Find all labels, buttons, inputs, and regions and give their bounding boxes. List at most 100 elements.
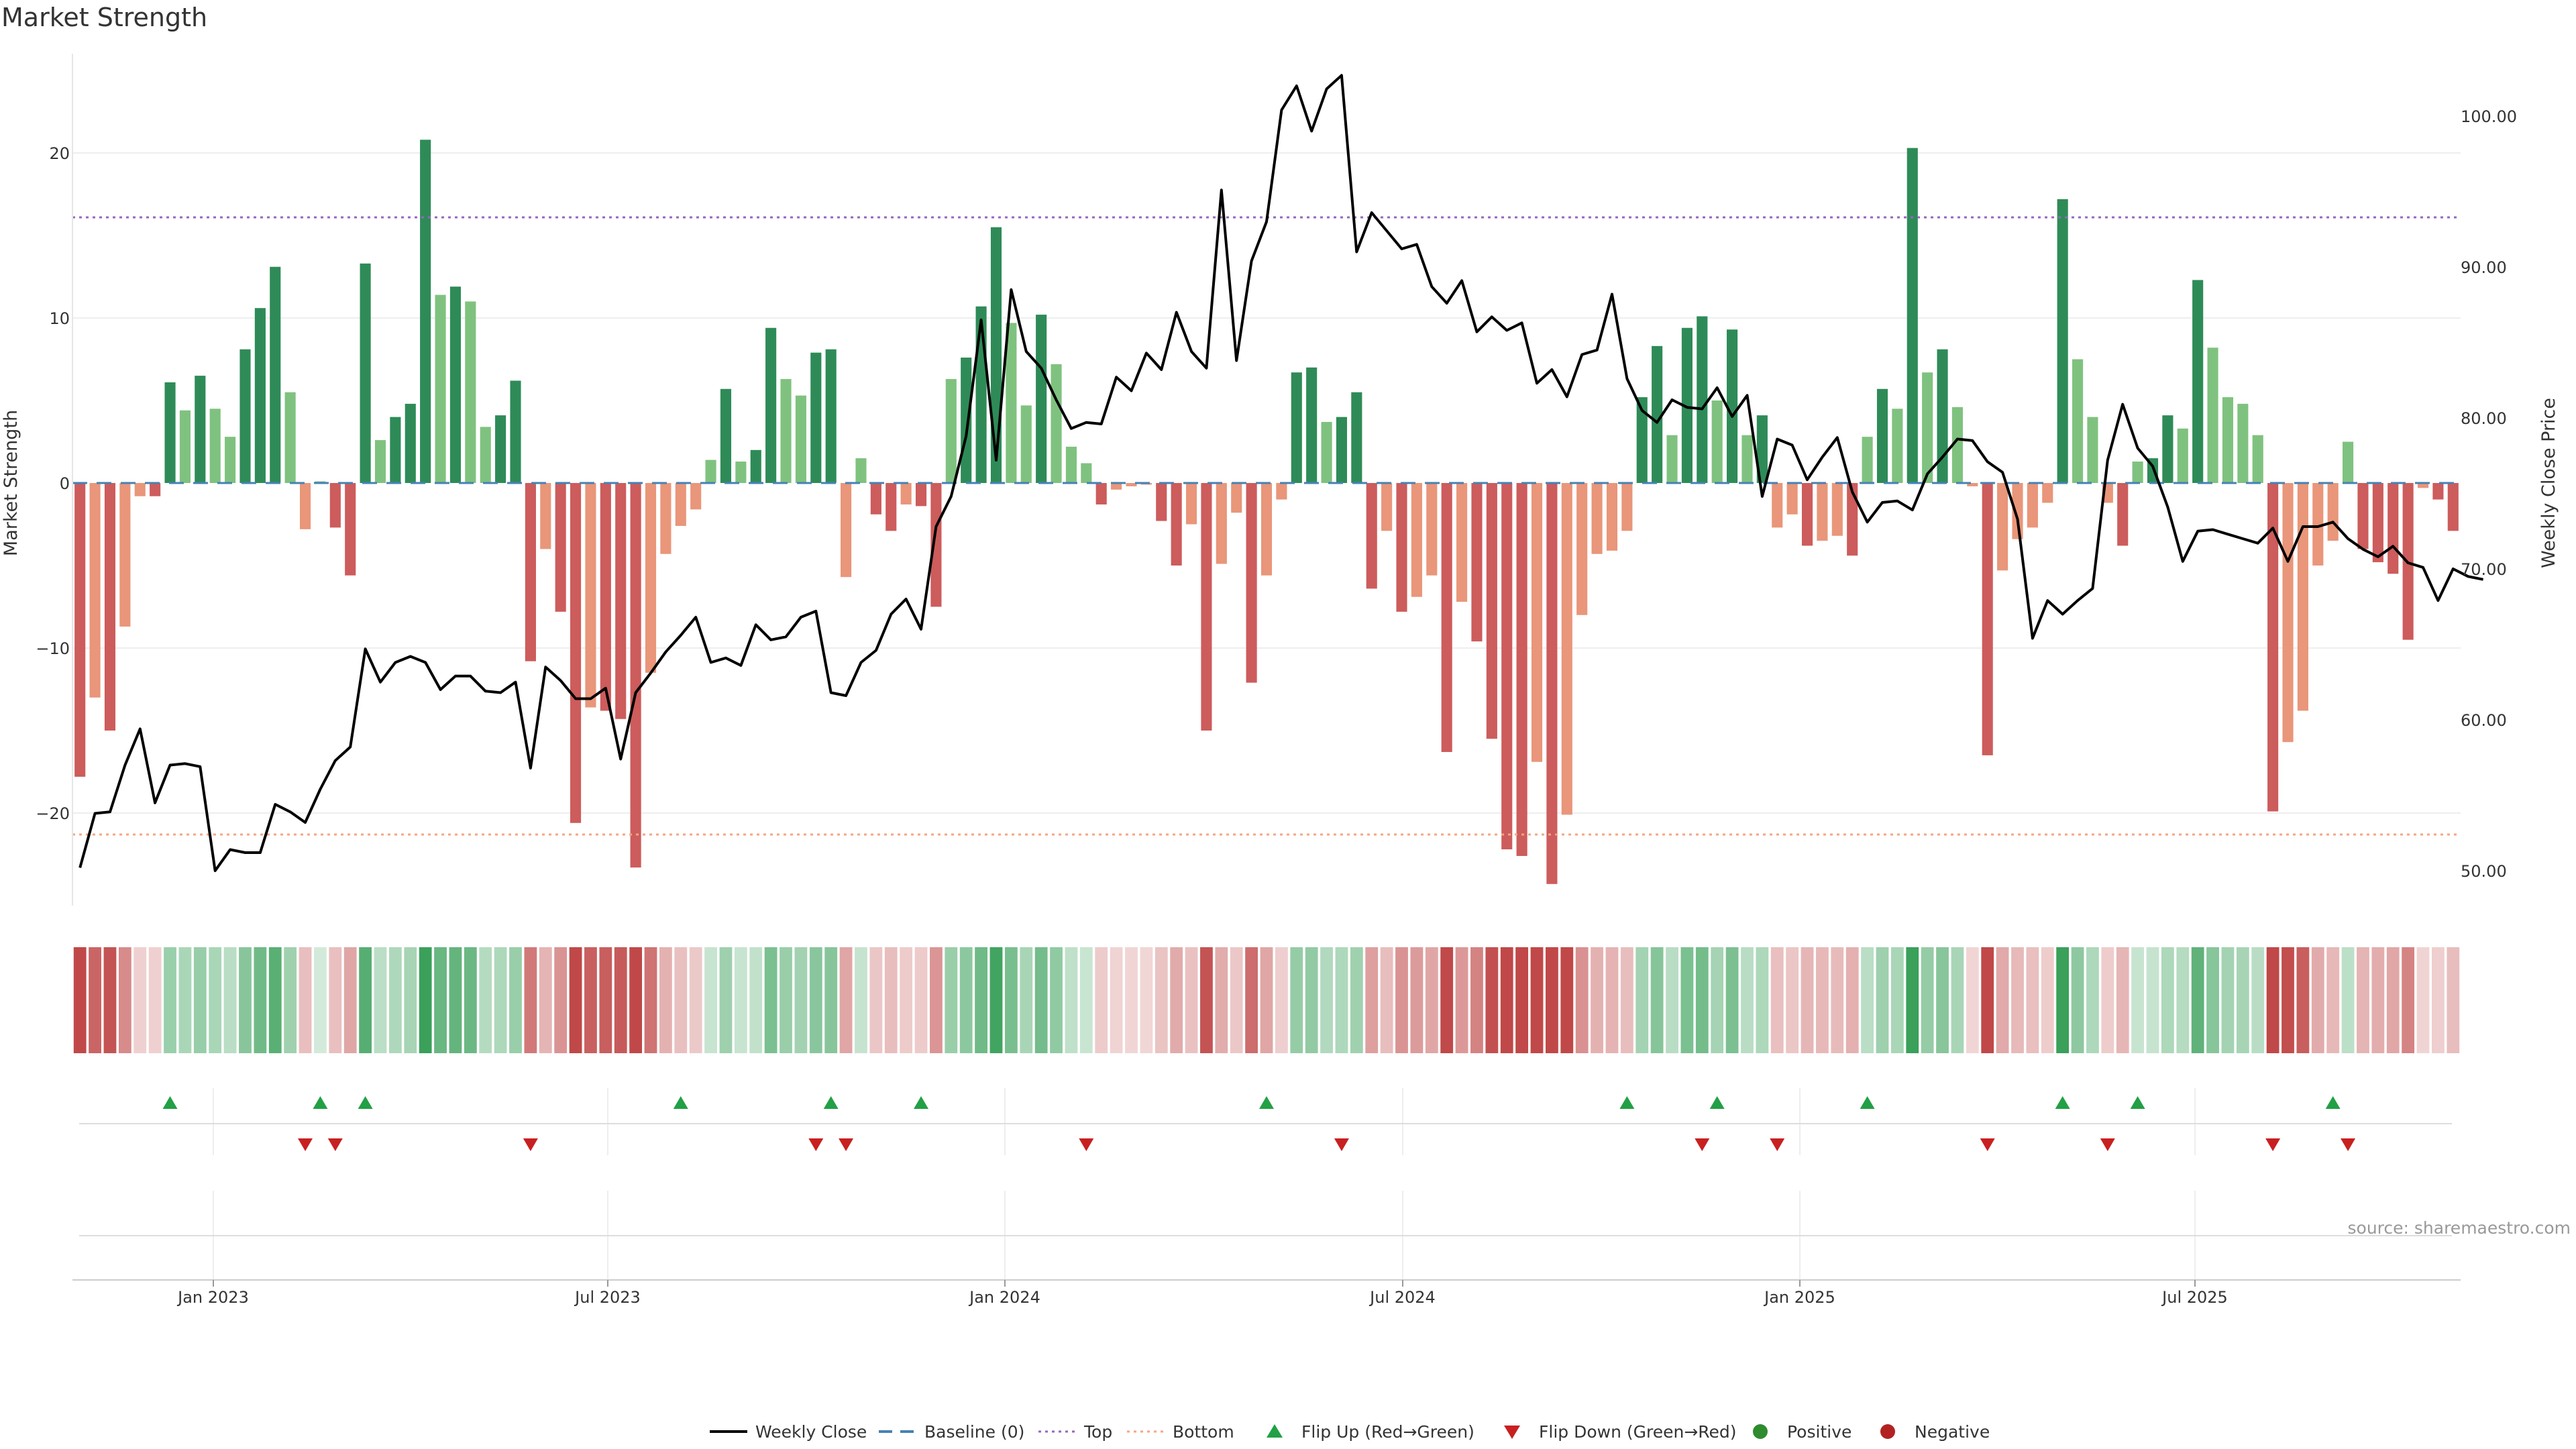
heat-cell: [1861, 947, 1874, 1053]
strength-bar: [150, 483, 161, 496]
heat-cell: [133, 947, 147, 1053]
strength-bar: [164, 382, 176, 483]
heat-cell: [1140, 947, 1153, 1053]
heat-cell: [1500, 947, 1513, 1053]
flip-up-marker: [1860, 1096, 1875, 1109]
strength-bar: [284, 392, 296, 483]
heat-cell: [374, 947, 387, 1053]
strength-bar: [1876, 388, 1888, 483]
flip-up-marker: [914, 1096, 929, 1109]
strength-bar: [930, 483, 942, 607]
strength-bar: [1681, 327, 1693, 483]
flip-up-marker: [2130, 1096, 2145, 1109]
source-note: source: sharemaestro.com: [2347, 1218, 2571, 1238]
heat-cell: [1065, 947, 1078, 1053]
strength-bar: [1756, 415, 1768, 483]
heat-cell: [794, 947, 808, 1053]
heat-cell: [1215, 947, 1228, 1053]
strength-bar: [1982, 483, 1993, 755]
strength-bar: [1111, 483, 1122, 490]
flip-up-marker: [1259, 1096, 1274, 1109]
heat-cell: [704, 947, 717, 1053]
strength-bar: [630, 483, 641, 868]
heat-cell: [1605, 947, 1619, 1053]
heat-cell: [1320, 947, 1333, 1053]
strength-bar: [1291, 372, 1302, 483]
strength-bar: [345, 483, 356, 576]
heat-cell: [839, 947, 853, 1053]
heat-cell: [1485, 947, 1499, 1053]
strength-bar: [1306, 367, 1318, 483]
y-right-tick-label: 100.00: [2461, 107, 2517, 126]
heat-cell: [584, 947, 597, 1053]
heat-cell: [388, 947, 402, 1053]
y-left-tick-label: 10: [49, 309, 70, 328]
heat-cell: [2357, 947, 2369, 1053]
strength-bar: [1426, 483, 1438, 576]
heat-cell: [1801, 947, 1814, 1053]
heat-cell: [479, 947, 492, 1053]
strength-bar: [705, 460, 716, 483]
heat-cell: [434, 947, 447, 1053]
heat-cell: [103, 947, 117, 1053]
flip-down-marker: [1980, 1138, 1995, 1151]
heat-cell: [1050, 947, 1063, 1053]
strength-heat-strip: [73, 947, 2460, 1053]
heat-cell: [1996, 947, 2009, 1053]
heat-cell: [89, 947, 101, 1053]
flip-down-marker: [1079, 1138, 1094, 1151]
strength-bar: [405, 403, 416, 483]
strength-bar: [2343, 441, 2354, 483]
heat-cell: [1906, 947, 1919, 1053]
heat-cell: [1395, 947, 1408, 1053]
legend-label: Negative: [1915, 1422, 1990, 1442]
flip-up-marker: [313, 1096, 328, 1109]
flip-down-marker: [298, 1138, 313, 1151]
heat-cell: [1666, 947, 1678, 1053]
strength-bar: [990, 227, 1002, 483]
strength-bar: [1862, 437, 1873, 483]
strength-bar: [1411, 483, 1422, 597]
strength-bar: [1892, 409, 1903, 483]
strength-bar: [1471, 483, 1483, 642]
strength-bar: [1561, 483, 1572, 815]
strength-bar: [74, 483, 86, 777]
strength-bar: [2417, 483, 2429, 488]
heat-cell: [900, 947, 913, 1053]
heat-cell: [2011, 947, 2024, 1053]
heat-cell: [2236, 947, 2249, 1053]
heat-cell: [2371, 947, 2385, 1053]
flip-up-marker: [823, 1096, 839, 1109]
strength-bar: [1937, 349, 1948, 483]
heat-cell: [1741, 947, 1754, 1053]
strength-bar: [299, 483, 311, 529]
strength-bar: [1381, 483, 1393, 531]
legend: Weekly Close Baseline (0) Top Bottom Flip Up…: [710, 1422, 1990, 1442]
strength-bar: [795, 395, 806, 483]
strength-bar: [2312, 483, 2324, 566]
heat-cell: [539, 947, 552, 1053]
heat-cell: [1170, 947, 1183, 1053]
strength-bar: [2267, 483, 2279, 812]
heat-cell: [1966, 947, 1979, 1053]
strength-bar: [2162, 415, 2174, 483]
strength-bar: [495, 415, 506, 483]
strength-bar: [360, 263, 371, 483]
legend-item: Baseline (0): [879, 1422, 1024, 1442]
y-left-tick-label: −10: [36, 639, 70, 658]
heat-cell: [2326, 947, 2340, 1053]
legend-label: Weekly Close: [755, 1422, 867, 1442]
strength-bar: [1652, 345, 1663, 483]
heat-cell: [1876, 947, 1889, 1053]
heat-cell: [1770, 947, 1784, 1053]
heat-cell: [239, 947, 252, 1053]
strength-bar: [1276, 483, 1287, 500]
x-tick-label: Jul 2023: [574, 1288, 641, 1307]
close-price-layer: [78, 74, 2483, 872]
heat-cell: [764, 947, 777, 1053]
strength-bar: [765, 327, 777, 483]
strength-bar: [119, 483, 131, 627]
heat-cell: [1004, 947, 1018, 1053]
heat-cell: [509, 947, 522, 1053]
heat-cell: [178, 947, 192, 1053]
